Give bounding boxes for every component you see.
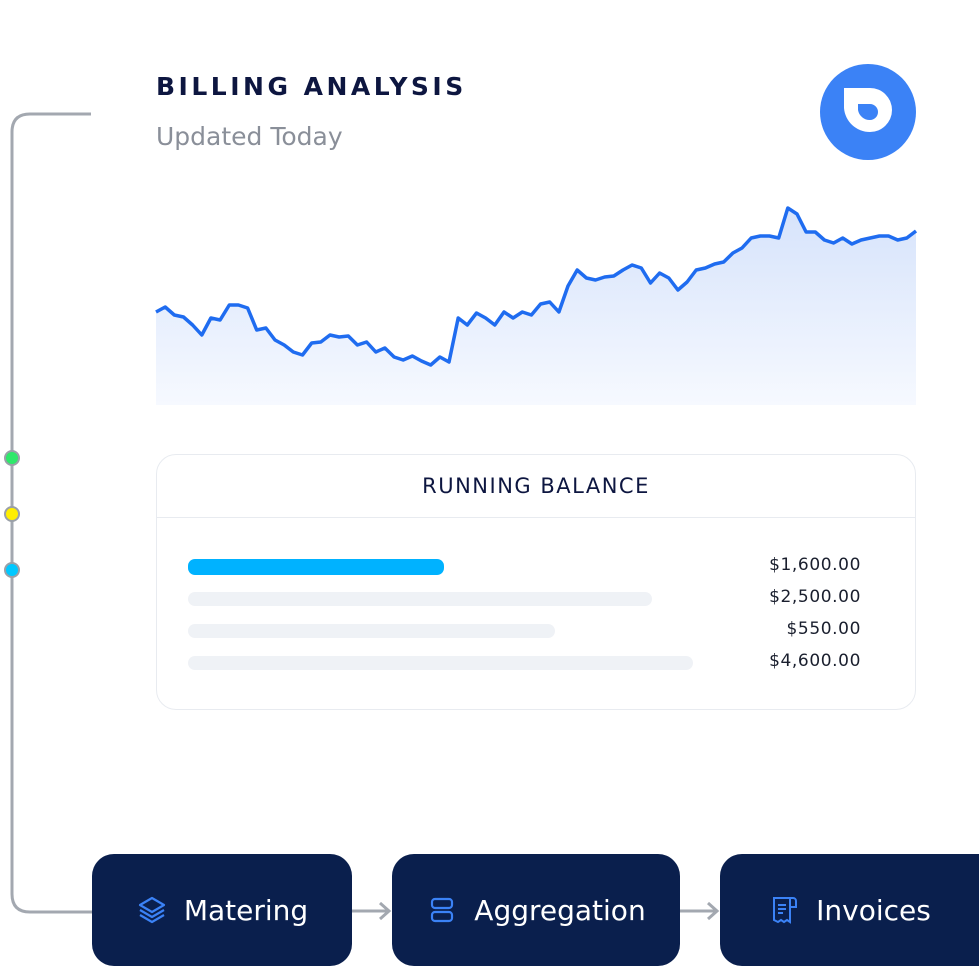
balance-row: $2,500.00: [188, 587, 861, 607]
step-label: Aggregation: [474, 893, 646, 927]
balance-bar: [188, 592, 653, 606]
balance-amount: $4,600.00: [769, 651, 861, 671]
receipt-icon: [773, 897, 798, 924]
balance-row: $4,600.00: [188, 651, 861, 671]
chart-area: [156, 208, 916, 405]
step-invoices[interactable]: Invoices: [720, 854, 979, 966]
billing-chart: [155, 206, 918, 405]
balance-row: $1,600.00: [188, 555, 861, 575]
brand-logo-icon: [820, 64, 916, 160]
status-dot-green: [4, 450, 20, 466]
status-dot-cyan: [4, 562, 20, 578]
page-title: BILLING ANALYSIS: [156, 72, 467, 101]
step-label: Matering: [183, 893, 309, 927]
balance-bar: [188, 559, 444, 575]
balance-amount: $1,600.00: [769, 555, 861, 575]
updated-label: Updated Today: [156, 122, 343, 151]
chart-line: [155, 206, 918, 367]
layers-icon: [138, 896, 165, 924]
balance-amount: $550.00: [786, 619, 861, 639]
step-matering[interactable]: Matering: [92, 854, 352, 966]
balance-row: $550.00: [188, 619, 861, 639]
balance-bar: [188, 656, 693, 670]
balance-bar: [188, 624, 555, 638]
step-aggregation[interactable]: Aggregation: [392, 854, 680, 966]
step-label: Invoices: [816, 893, 931, 927]
running-balance-title: RUNNING BALANCE: [157, 455, 915, 518]
balance-amount: $2,500.00: [769, 587, 861, 607]
running-balance-card: RUNNING BALANCE $1,600.00 $2,500.00 $550…: [156, 454, 916, 710]
stack-icon: [431, 897, 454, 923]
status-dot-yellow: [4, 506, 20, 522]
